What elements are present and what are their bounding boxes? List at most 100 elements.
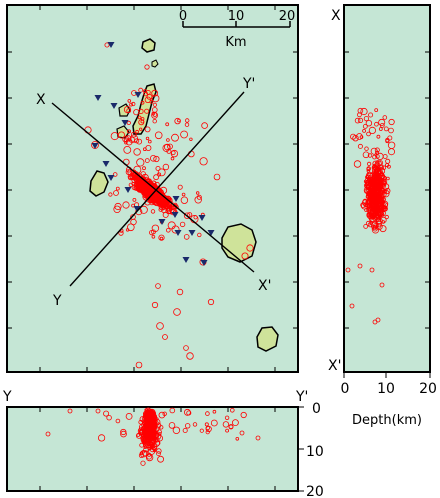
earthquake-marker [146, 421, 154, 429]
profile-yy-label-left: Y [2, 389, 12, 405]
earthquake-marker [162, 334, 168, 340]
earthquake-marker [153, 199, 160, 206]
earthquake-marker [153, 174, 160, 181]
earthquake-marker [210, 419, 218, 427]
earthquake-marker [104, 42, 110, 48]
station-marker [102, 161, 110, 167]
station-marker [133, 206, 141, 212]
earthquake-marker [372, 154, 377, 160]
earthquake-marker [235, 436, 240, 441]
earthquake-marker [374, 202, 380, 208]
earthquake-marker [387, 141, 396, 149]
earthquake-marker [123, 106, 132, 114]
earthquake-marker [145, 407, 152, 414]
earthquake-marker [383, 126, 389, 132]
earthquake-marker [145, 144, 152, 151]
earthquake-marker [382, 183, 390, 191]
earthquake-marker [184, 118, 190, 123]
earthquake-marker [365, 119, 373, 127]
earthquake-marker [157, 455, 165, 463]
profile-xx-label-bottom: X' [328, 358, 341, 374]
station-marker [188, 230, 196, 236]
island-islet-a [151, 59, 159, 68]
earthquake-marker [224, 415, 230, 420]
earthquake-marker [366, 166, 372, 171]
earthquake-marker [123, 145, 132, 154]
earthquake-marker [205, 430, 210, 435]
earthquake-marker [366, 131, 371, 137]
earthquake-marker [173, 308, 181, 316]
earthquake-marker [379, 282, 385, 288]
earthquake-marker [349, 303, 355, 309]
earthquake-marker [363, 223, 369, 229]
earthquake-marker [98, 434, 106, 442]
earthquake-marker [240, 411, 247, 419]
earthquake-marker [370, 175, 377, 183]
earthquake-marker [376, 212, 383, 218]
earthquake-marker [362, 128, 367, 133]
earthquake-marker [180, 130, 189, 139]
earthquake-marker [114, 202, 122, 211]
earthquake-marker [129, 134, 139, 143]
earthquake-marker [363, 116, 369, 122]
earthquake-marker [207, 298, 215, 306]
earthquake-marker [368, 126, 376, 134]
station-marker [94, 95, 102, 101]
earthquake-marker [246, 244, 254, 252]
earthquake-marker [154, 131, 163, 140]
earthquake-marker [205, 411, 210, 416]
map-station-markers [91, 42, 215, 266]
profile-xx-frame-ticks [343, 51, 431, 378]
earthquake-marker [144, 126, 151, 133]
earthquake-marker [139, 451, 144, 455]
earthquake-marker [162, 163, 170, 171]
earthquake-marker [371, 195, 379, 203]
station-marker [110, 103, 118, 109]
earthquake-marker [183, 345, 189, 351]
earthquake-marker [378, 118, 386, 126]
profile-yy-earthquake-markers [45, 407, 261, 466]
earthquake-marker [131, 101, 136, 107]
earthquake-marker [127, 99, 132, 103]
earthquake-marker [352, 134, 359, 142]
earthquake-marker [184, 423, 191, 429]
label-y-end: Y' [242, 76, 255, 92]
earthquake-marker [184, 122, 190, 127]
earthquake-marker [112, 172, 118, 177]
earthquake-marker [174, 204, 179, 209]
earthquake-marker [369, 208, 375, 214]
earthquake-marker [67, 408, 73, 414]
earthquake-marker [169, 407, 176, 414]
station-marker [124, 187, 132, 193]
earthquake-marker [127, 174, 133, 180]
earthquake-marker [103, 410, 110, 417]
earthquake-marker [367, 179, 371, 183]
depth-tick-20: 20 [419, 381, 437, 397]
earthquake-marker [133, 109, 140, 116]
earthquake-marker [166, 228, 171, 233]
earthquake-marker [222, 421, 230, 428]
section-line-xx [51, 102, 255, 273]
earthquake-marker [355, 133, 363, 140]
earthquake-marker [382, 115, 388, 120]
earthquake-marker [376, 172, 380, 177]
earthquake-marker [183, 408, 191, 416]
map-panel: X X' Y Y' 0 10 20 Km [6, 4, 299, 373]
earthquake-marker [156, 451, 161, 457]
earthquake-marker [255, 435, 261, 441]
earthquake-marker [146, 410, 154, 417]
earthquake-marker [151, 89, 159, 97]
earthquake-marker [130, 214, 136, 220]
earthquake-marker [161, 205, 166, 210]
earthquake-marker [168, 422, 176, 429]
earthquake-marker [378, 127, 383, 131]
earthquake-marker [181, 192, 186, 197]
earthquake-marker [108, 192, 113, 197]
earthquake-marker [187, 212, 193, 218]
earthquake-marker [376, 134, 381, 139]
earthquake-marker [133, 185, 139, 191]
earthquake-marker [170, 156, 175, 161]
earthquake-marker [143, 436, 150, 443]
station-marker [174, 230, 182, 236]
